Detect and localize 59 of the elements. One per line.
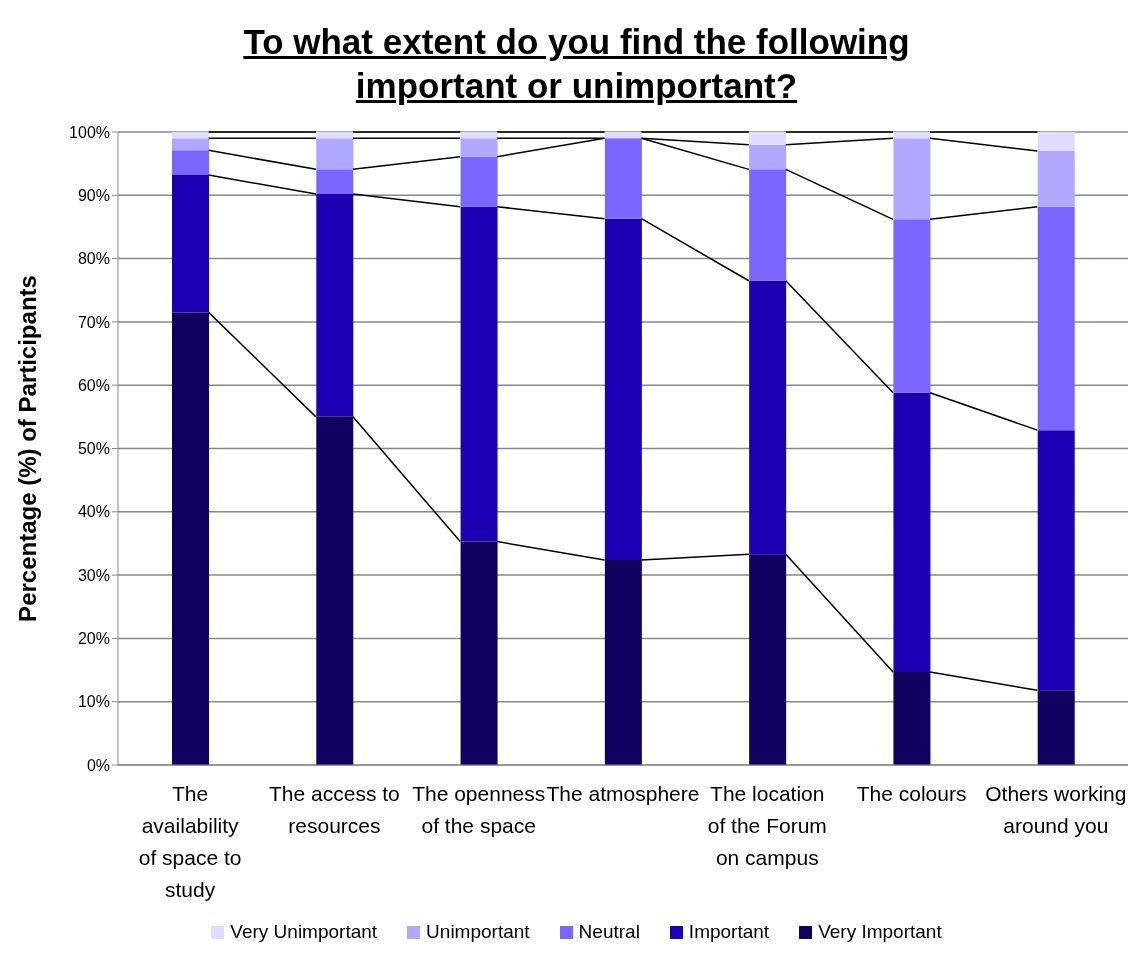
y-axis-title: Percentage (%) of Participants [13, 275, 41, 622]
bar [749, 144, 787, 170]
bar [1037, 206, 1075, 431]
y-tick-label: 40% [77, 503, 110, 521]
bar [604, 132, 642, 139]
x-tick-label: The access to resources [269, 782, 400, 837]
bar [1037, 690, 1075, 765]
y-tick-label: 50% [77, 440, 110, 458]
legend-label: Unimportant [426, 921, 530, 943]
bar [604, 559, 642, 765]
legend-label: Important [688, 921, 770, 943]
legend-label: Very Unimportant [230, 921, 378, 943]
bar [316, 138, 354, 170]
bar [1037, 132, 1075, 151]
bar [316, 416, 354, 765]
bar [893, 132, 931, 139]
y-tick-label: 10% [77, 693, 110, 711]
x-tick-label: Others working around you [985, 782, 1127, 837]
y-tick-label: 90% [77, 186, 110, 204]
x-tick-label: The location of the Forum on campus [707, 782, 827, 869]
bar [172, 138, 209, 151]
bar [893, 392, 931, 672]
bar [460, 138, 498, 157]
bar [749, 169, 787, 281]
y-tick-label: 30% [77, 566, 110, 584]
bar [893, 219, 931, 393]
bar [460, 156, 498, 207]
legend-label: Neutral [578, 921, 640, 943]
x-tick-label: The atmosphere [546, 782, 700, 805]
bar [749, 280, 787, 555]
bar [460, 132, 498, 139]
y-tick-label: 60% [77, 376, 110, 394]
bar [460, 206, 498, 542]
chart-title: To what extent do you find the following important or unimportant? [242, 21, 911, 107]
x-tick-label: The colours [856, 782, 967, 805]
bar [316, 132, 354, 139]
bar [749, 554, 787, 765]
bar [604, 218, 642, 560]
legend-label: Very Important [818, 921, 942, 943]
x-tick-label: The openness of the space [412, 782, 546, 837]
x-tick-label: The availability of space to study [138, 782, 242, 901]
bar [893, 671, 931, 765]
bar [1037, 430, 1075, 691]
bar [316, 194, 354, 417]
bar [460, 541, 498, 765]
bar [893, 138, 931, 220]
y-tick-label: 20% [77, 630, 110, 648]
bar [749, 132, 787, 145]
bar [1037, 150, 1075, 207]
bar [172, 312, 209, 765]
bar [316, 169, 354, 195]
y-tick-label: 70% [77, 313, 110, 331]
bar [172, 175, 209, 313]
bar [172, 132, 209, 139]
bar [604, 138, 642, 219]
y-tick-label: 0% [86, 756, 110, 774]
y-tick-label: 80% [77, 250, 110, 268]
bar [172, 150, 209, 176]
y-tick-label: 100% [69, 123, 110, 141]
